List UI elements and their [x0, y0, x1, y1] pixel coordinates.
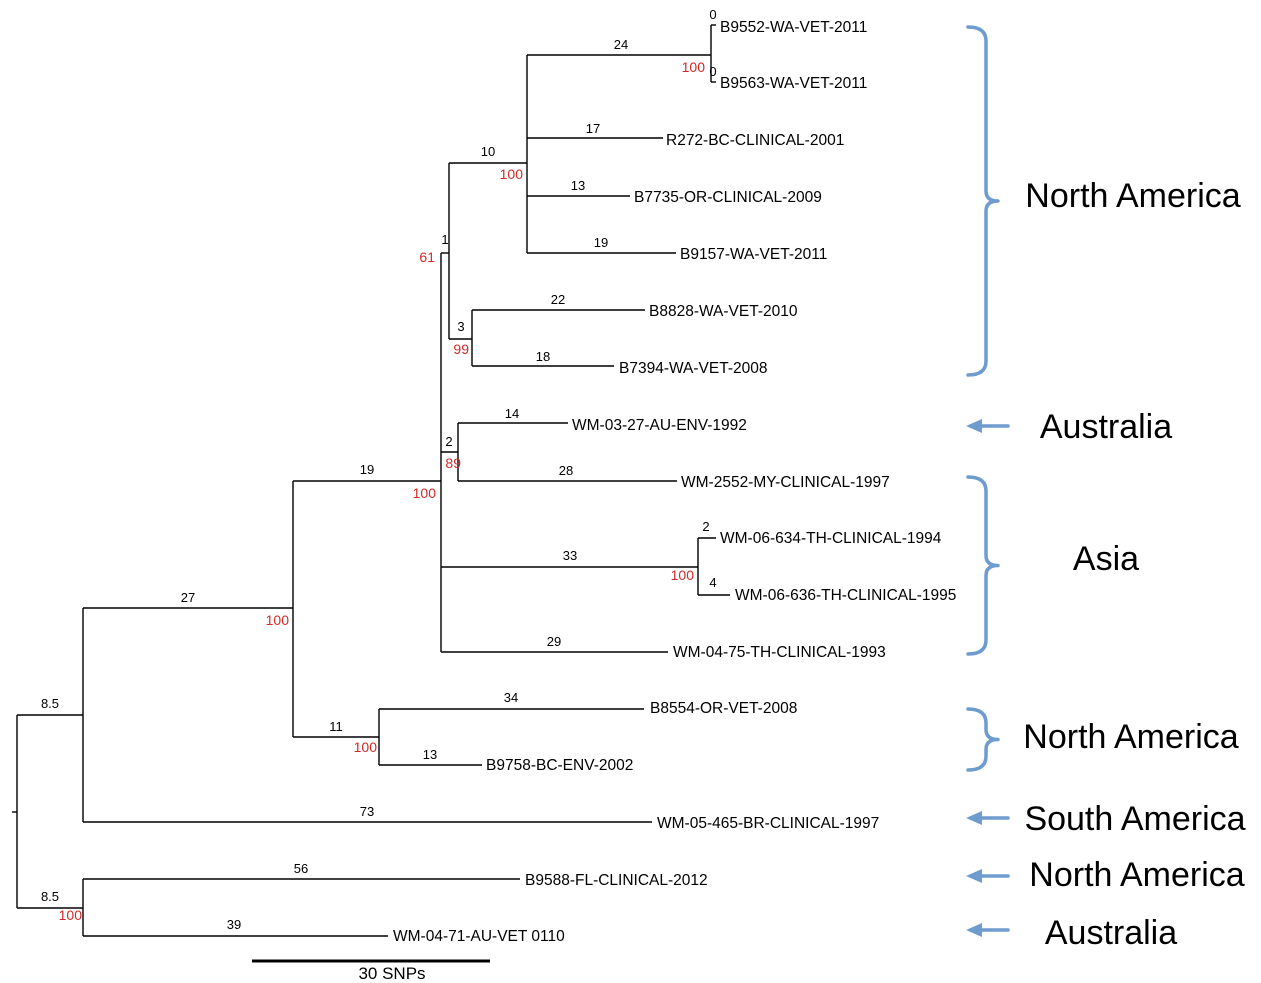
branch-length-label: 28	[559, 463, 573, 478]
bootstrap-labels: 100 100 61 99 89 100 100 100 100 100	[59, 59, 706, 923]
bootstrap-label: 100	[500, 166, 524, 182]
bootstrap-label: 100	[354, 739, 378, 755]
leaf-label: B9588-FL-CLINICAL-2012	[525, 872, 708, 889]
branch-length-label: 18	[536, 349, 550, 364]
region-annotation: Asia	[966, 475, 1139, 656]
region-annotation: Australia	[966, 408, 1172, 446]
scale-bar: 30 SNPs	[252, 959, 490, 983]
bootstrap-label: 100	[671, 567, 695, 583]
region-label: South America	[1024, 800, 1245, 838]
tree-branches	[12, 24, 730, 937]
region-bracket	[966, 25, 1000, 377]
branch-length-label: 0	[709, 7, 716, 22]
branch-length-label: 33	[563, 548, 577, 563]
region-label: North America	[1025, 177, 1240, 215]
bootstrap-label: 61	[419, 249, 435, 265]
region-annotation: North America	[966, 25, 1241, 377]
region-bracket	[966, 707, 1000, 772]
leaf-label: B9552-WA-VET-2011	[720, 19, 867, 36]
branch-length-label: 29	[547, 634, 561, 649]
left-arrow-icon	[966, 923, 982, 937]
leaf-label: WM-05-465-BR-CLINICAL-1997	[657, 815, 879, 832]
region-annotation: North America	[966, 856, 1245, 894]
leaf-label: B9563-WA-VET-2011	[720, 75, 867, 92]
branch-length-label: 73	[360, 804, 374, 819]
region-label: Australia	[1040, 408, 1172, 446]
branch-length-label: 4	[709, 575, 716, 590]
leaf-label: B8828-WA-VET-2010	[649, 303, 798, 320]
leaf-label: WM-04-71-AU-VET 0110	[393, 928, 565, 945]
branch-length-label: 11	[329, 719, 343, 734]
region-annotations: North America Australia Asia North America S…	[966, 25, 1246, 952]
leaf-label: B9157-WA-VET-2011	[680, 246, 827, 263]
region-bracket	[966, 475, 1000, 656]
leaf-label: WM-03-27-AU-ENV-1992	[572, 417, 747, 434]
bootstrap-label: 89	[445, 455, 461, 471]
leaf-label: B7394-WA-VET-2008	[619, 360, 767, 377]
leaf-label: R272-BC-CLINICAL-2001	[666, 132, 844, 149]
bootstrap-label: 100	[266, 612, 290, 628]
branch-length-label: 13	[423, 747, 437, 762]
branch-length-label: 1	[441, 232, 448, 247]
branch-length-label: 13	[571, 178, 585, 193]
region-label: Australia	[1045, 914, 1177, 952]
leaf-label: B8554-OR-VET-2008	[650, 700, 797, 717]
branch-length-label: 34	[504, 690, 518, 705]
branch-length-label: 8.5	[41, 889, 59, 904]
leaf-label: WM-04-75-TH-CLINICAL-1993	[673, 644, 886, 661]
leaf-label: WM-06-636-TH-CLINICAL-1995	[735, 587, 956, 604]
region-label: Asia	[1073, 540, 1139, 578]
branch-length-label: 24	[614, 37, 628, 52]
branch-length-label: 22	[551, 292, 565, 307]
leaf-labels: B9552-WA-VET-2011 B9563-WA-VET-2011 R272-B…	[393, 19, 956, 945]
region-annotation: Australia	[966, 914, 1177, 952]
branch-length-label: 10	[481, 144, 495, 159]
branch-length-label: 27	[181, 590, 195, 605]
leaf-label: WM-2552-MY-CLINICAL-1997	[681, 474, 890, 491]
region-label: North America	[1029, 856, 1244, 894]
branch-length-label: 0	[709, 64, 716, 79]
left-arrow-icon	[966, 811, 982, 825]
left-arrow-icon	[966, 869, 982, 883]
branch-length-label: 2	[445, 434, 452, 449]
branch-length-label: 39	[227, 917, 241, 932]
branch-length-label: 19	[360, 462, 374, 477]
branch-length-label: 2	[702, 519, 709, 534]
scale-bar-label: 30 SNPs	[358, 964, 425, 983]
branch-length-label: 14	[505, 406, 519, 421]
region-annotation: North America	[966, 707, 1239, 772]
branch-length-labels: 0 0 24 17 10 13 19 1 22 3 18 14 2 28 19 2 33 4 29 27 34 11 13 8…	[41, 7, 717, 932]
bootstrap-label: 99	[453, 341, 469, 357]
bootstrap-label: 100	[59, 907, 83, 923]
branch-length-label: 56	[294, 861, 308, 876]
region-label: North America	[1023, 718, 1238, 756]
branch-length-label: 19	[594, 235, 608, 250]
leaf-label: WM-06-634-TH-CLINICAL-1994	[720, 530, 942, 547]
branch-length-label: 17	[586, 121, 600, 136]
leaf-label: B9758-BC-ENV-2002	[486, 757, 633, 774]
left-arrow-icon	[966, 419, 982, 433]
bootstrap-label: 100	[682, 59, 706, 75]
leaf-label: B7735-OR-CLINICAL-2009	[634, 189, 822, 206]
bootstrap-label: 100	[413, 485, 437, 501]
region-annotation: South America	[966, 800, 1246, 838]
branch-length-label: 8.5	[41, 696, 59, 711]
branch-length-label: 3	[457, 319, 464, 334]
